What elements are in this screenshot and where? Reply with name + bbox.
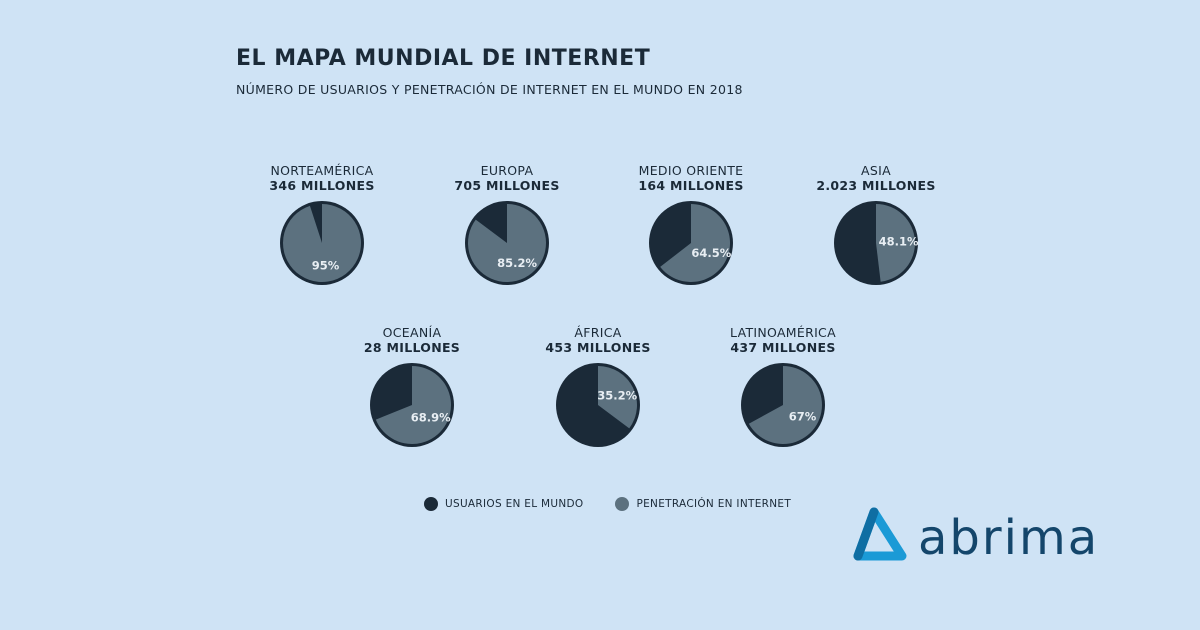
pie-chart: 95% bbox=[280, 201, 364, 285]
legend-swatch-penetration bbox=[615, 497, 630, 511]
legend-label-penetration: PENETRACIÓN EN INTERNET bbox=[636, 498, 792, 510]
pie-users-count: 28 MILLONES bbox=[363, 340, 461, 355]
pie-slice-penetration bbox=[283, 204, 362, 282]
pie-slice-penetration bbox=[660, 204, 730, 282]
pie-region-name: MEDIO ORIENTE bbox=[638, 163, 744, 178]
pie-region-name: LATINOAMÉRICA bbox=[730, 325, 836, 340]
pie-chart: 64.5% bbox=[649, 201, 733, 285]
pie-block: LATINOAMÉRICA 437 MILLONES 67% bbox=[683, 325, 883, 449]
legend-label-users: USUARIOS EN EL MUNDO bbox=[445, 498, 584, 510]
legend-swatch-users bbox=[424, 497, 438, 511]
pie-percentage-label: 68.9% bbox=[411, 411, 451, 425]
page-subtitle: NÚMERO DE USUARIOS Y PENETRACIÓN DE INTE… bbox=[236, 82, 743, 97]
pie-percentage-label: 67% bbox=[789, 410, 817, 424]
pie-chart: 48.1% bbox=[834, 201, 919, 285]
pie-block: OCEANÍA 28 MILLONES 68.9% bbox=[312, 325, 512, 449]
pie-chart: 67% bbox=[741, 363, 825, 447]
pie-users-count: 453 MILLONES bbox=[545, 340, 651, 355]
chart-legend: USUARIOS EN EL MUNDO PENETRACIÓN EN INTE… bbox=[424, 497, 791, 511]
pie-slice-penetration bbox=[598, 366, 638, 429]
pie-users-count: 346 MILLONES bbox=[269, 178, 375, 193]
pie-chart: 35.2% bbox=[556, 363, 640, 447]
pie-region-name: OCEANÍA bbox=[382, 325, 442, 340]
pie-region-name: ÁFRICA bbox=[574, 325, 622, 340]
pie-region-name: NORTEAMÉRICA bbox=[270, 163, 374, 178]
pie-users-count: 2.023 MILLONES bbox=[816, 178, 936, 193]
pie-percentage-label: 95% bbox=[312, 258, 340, 272]
abrima-logo: abrima bbox=[852, 506, 1172, 570]
pie-users-count: 164 MILLONES bbox=[638, 178, 744, 193]
pie-chart: 68.9% bbox=[370, 363, 454, 447]
pie-slice-penetration bbox=[748, 366, 822, 444]
legend-item-users: USUARIOS EN EL MUNDO bbox=[424, 497, 583, 511]
pie-percentage-label: 85.2% bbox=[497, 256, 537, 270]
pie-region-name: EUROPA bbox=[480, 163, 534, 178]
pie-block: ÁFRICA 453 MILLONES 35.2% bbox=[498, 325, 698, 449]
page-title: EL MAPA MUNDIAL DE INTERNET bbox=[236, 46, 651, 71]
pie-block: NORTEAMÉRICA 346 MILLONES 95% bbox=[222, 163, 422, 287]
pie-percentage-label: 35.2% bbox=[597, 388, 637, 402]
legend-item-penetration: PENETRACIÓN EN INTERNET bbox=[615, 497, 791, 511]
pie-slice-penetration bbox=[375, 366, 452, 444]
logo-wordmark: abrima bbox=[918, 510, 1099, 566]
pie-users-count: 437 MILLONES bbox=[730, 340, 836, 355]
pie-block: EUROPA 705 MILLONES 85.2% bbox=[407, 163, 607, 287]
pie-block: ASIA 2.023 MILLONES 48.1% bbox=[776, 163, 976, 287]
pie-slice-penetration bbox=[467, 204, 546, 282]
pie-percentage-label: 48.1% bbox=[879, 235, 919, 249]
pie-users-count: 705 MILLONES bbox=[454, 178, 560, 193]
pie-percentage-label: 64.5% bbox=[691, 246, 731, 260]
pie-block: MEDIO ORIENTE 164 MILLONES 64.5% bbox=[591, 163, 791, 287]
abrima-logo-mark: abrima bbox=[853, 507, 1099, 566]
pie-chart: 85.2% bbox=[465, 201, 549, 285]
pie-slice-penetration bbox=[876, 204, 915, 282]
pie-region-name: ASIA bbox=[861, 163, 891, 178]
